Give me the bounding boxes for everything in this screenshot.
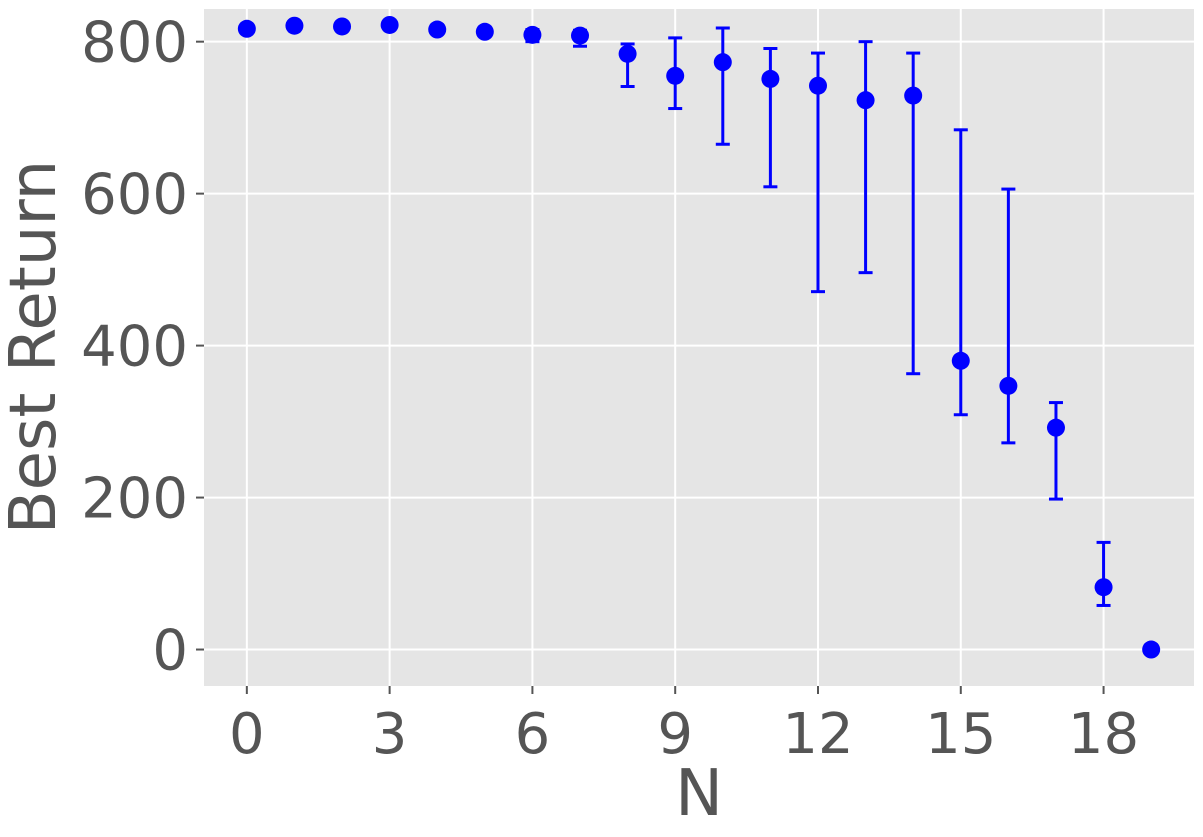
data-point: [761, 69, 780, 88]
data-point: [1094, 578, 1113, 597]
x-tick-label: 12: [782, 702, 853, 767]
x-tick-label: 3: [372, 702, 408, 767]
data-point: [904, 86, 923, 105]
data-point: [285, 16, 304, 35]
x-axis-label: N: [675, 757, 723, 831]
plot-area: [204, 9, 1194, 686]
x-tick-label: 15: [925, 702, 996, 767]
data-point: [666, 66, 685, 85]
axis-ticks: 0 3 6 9 12 15 18 0 200 400 600 800: [81, 11, 1139, 767]
x-tick-label: 0: [229, 702, 265, 767]
data-point: [856, 91, 875, 110]
data-point: [713, 53, 732, 72]
data-point: [237, 19, 256, 38]
y-tick-label: 800: [81, 11, 188, 76]
y-tick-label: 400: [81, 315, 188, 380]
data-point: [475, 22, 494, 41]
data-point: [999, 376, 1018, 395]
data-point: [428, 20, 447, 39]
data-points: [237, 15, 1161, 659]
y-tick-label: 600: [81, 163, 188, 228]
y-tick-label: 200: [81, 467, 188, 532]
data-point: [523, 25, 542, 44]
data-point: [333, 17, 352, 36]
data-point: [571, 26, 590, 45]
data-point: [951, 351, 970, 370]
data-point: [1046, 418, 1065, 437]
data-point: [1142, 640, 1161, 659]
y-axis-label: Best Return: [0, 160, 71, 534]
data-point: [380, 15, 399, 34]
data-point: [808, 76, 827, 95]
x-tick-label: 6: [515, 702, 551, 767]
x-tick-label: 9: [657, 702, 693, 767]
x-tick-label: 18: [1068, 702, 1139, 767]
data-point: [618, 44, 637, 63]
y-tick-label: 0: [152, 619, 188, 684]
